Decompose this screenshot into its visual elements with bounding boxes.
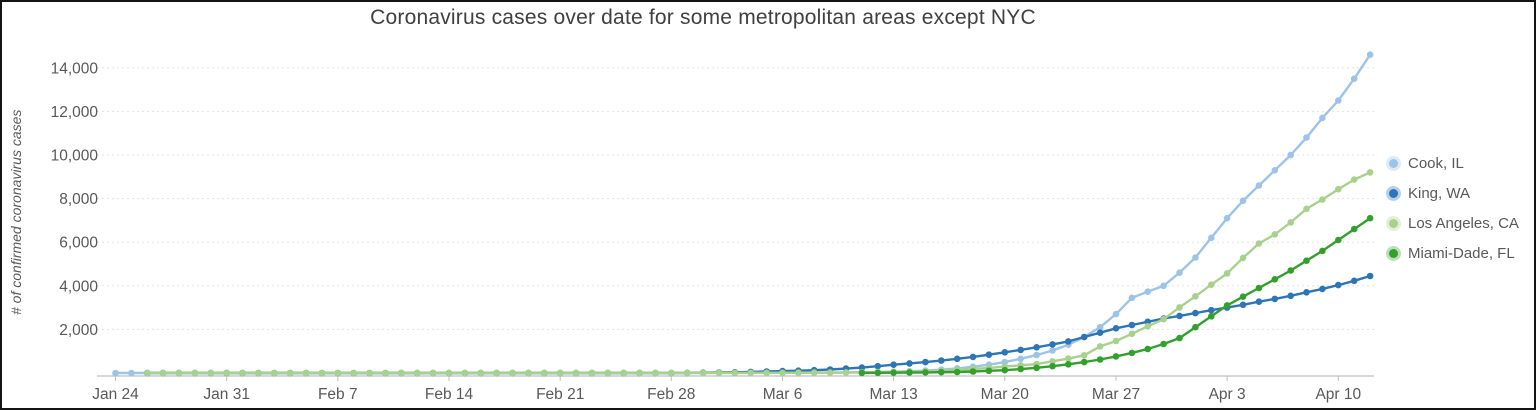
series-los-angeles-ca [144, 169, 1374, 377]
x-tick-label: Feb 21 [536, 386, 584, 403]
x-tick-label: Mar 20 [981, 386, 1030, 403]
y-tick-label: 4,000 [59, 278, 98, 295]
legend-label: Cook, IL [1408, 154, 1464, 172]
legend-item-cook-il: Cook, IL [1389, 148, 1519, 178]
chart-title: Coronavirus cases over date for some met… [370, 6, 1036, 29]
y-tick-label: 14,000 [51, 60, 99, 77]
x-tick-label: Jan 24 [92, 386, 139, 403]
legend-marker-icon [1389, 188, 1398, 198]
legend-label: Los Angeles, CA [1408, 214, 1519, 232]
legend-marker-icon [1389, 248, 1398, 258]
x-tick-label: Apr 10 [1315, 386, 1361, 403]
legend-item-miami-dade-fl: Miami-Dade, FL [1389, 238, 1519, 268]
x-tick-label: Mar 6 [763, 386, 803, 403]
x-tick-label: Feb 14 [425, 386, 474, 403]
x-tick-label: Apr 3 [1209, 386, 1246, 403]
y-tick-label: 8,000 [59, 191, 98, 208]
y-tick-label: 10,000 [51, 148, 99, 165]
y-tick-label: 2,000 [59, 322, 98, 339]
y-axis-title: # of confirmed coronavirus cases [8, 109, 24, 315]
legend-item-king-wa: King, WA [1389, 178, 1519, 208]
legend-marker-icon [1389, 158, 1398, 168]
x-axis: Jan 24 Jan 31 Feb 7 Feb 14 Feb 21 Feb 28 Mar 6… [92, 375, 1374, 403]
legend: Cook, IL King, WA Los Angeles, CA Miami-… [1389, 148, 1519, 268]
y-tick-label: 12,000 [51, 104, 99, 121]
y-tick-label: 6,000 [59, 235, 98, 252]
legend-item-los-angeles-ca: Los Angeles, CA [1389, 208, 1519, 238]
series-miami-dade-fl [858, 214, 1374, 377]
gridlines [97, 67, 1374, 330]
legend-marker-icon [1389, 218, 1398, 228]
x-tick-label: Feb 28 [647, 386, 695, 403]
legend-label: King, WA [1408, 184, 1470, 202]
x-tick-label: Mar 27 [1092, 386, 1140, 403]
y-axis: 2,000 4,000 6,000 8,000 10,000 12,000 14,000 [51, 60, 99, 339]
series-cook-il [112, 51, 1374, 377]
x-tick-label: Jan 31 [203, 386, 250, 403]
x-tick-label: Feb 7 [318, 386, 358, 403]
series-king-wa [144, 272, 1374, 377]
x-tick-label: Mar 13 [869, 386, 917, 403]
legend-label: Miami-Dade, FL [1408, 244, 1515, 262]
